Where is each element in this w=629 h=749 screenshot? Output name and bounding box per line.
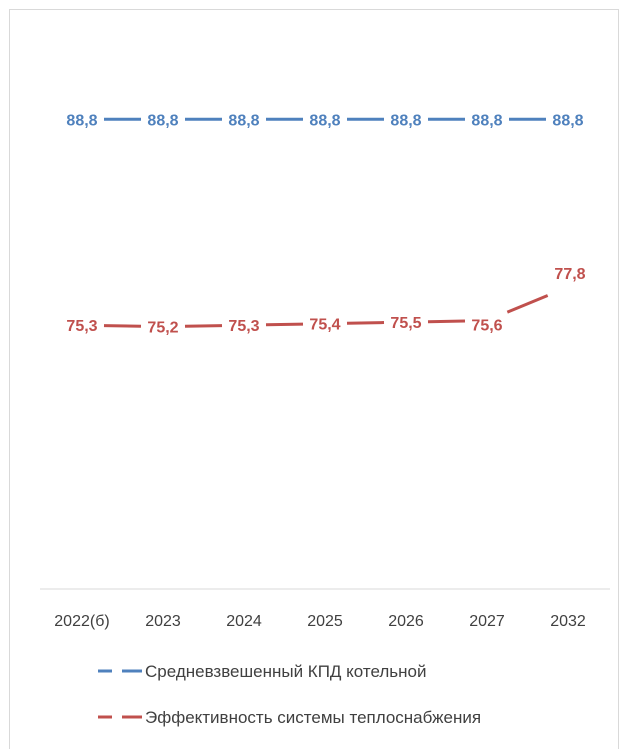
x-tick-label: 2024 (226, 613, 262, 630)
data-label: 88,8 (552, 112, 583, 129)
data-label: 88,8 (66, 112, 97, 129)
legend-entry-1: Средневзвешенный КПД котельной (98, 662, 426, 681)
legend-label: Эффективность системы теплоснабжения (145, 708, 481, 727)
data-label: 75,3 (66, 318, 97, 335)
data-label: 88,8 (228, 112, 259, 129)
legend: Средневзвешенный КПД котельной Эффективно… (98, 662, 481, 727)
series-1: 88,8 88,8 88,8 88,8 88,8 88,8 88,8 (66, 112, 583, 129)
series-layer: 88,8 88,8 88,8 88,8 88,8 88,8 88,875,3 75,2 75,3… (66, 112, 585, 336)
chart-area (9, 9, 619, 749)
x-tick-label: 2023 (145, 613, 181, 630)
x-tick-label: 2032 (550, 613, 586, 630)
series-2-segment (346, 321, 385, 325)
x-tick-label: 2022(б) (54, 613, 109, 630)
x-tick-label: 2025 (307, 613, 343, 630)
data-label: 75,5 (390, 315, 421, 332)
x-axis-ticks: 2022(б) 2023 2024 2025 2026 2027 2032 (54, 613, 586, 630)
series-2-segment (265, 322, 304, 327)
x-tick-label: 2027 (469, 613, 505, 630)
data-label: 77,8 (554, 266, 585, 283)
data-label: 88,8 (309, 112, 340, 129)
x-tick-label: 2026 (388, 613, 424, 630)
series-2-segment (427, 319, 466, 324)
data-label: 75,6 (471, 318, 502, 335)
data-label: 75,3 (228, 318, 259, 335)
legend-label: Средневзвешенный КПД котельной (145, 662, 426, 681)
series-2: 75,3 75,2 75,3 75,4 75,5 75,6 77,8 (66, 266, 585, 337)
series-2-segment (184, 324, 223, 328)
data-label: 75,2 (147, 320, 178, 337)
data-label: 88,8 (390, 112, 421, 129)
data-label: 75,4 (309, 317, 340, 334)
data-label: 88,8 (147, 112, 178, 129)
series-2-segment (103, 324, 142, 328)
series-2-segment (506, 294, 549, 314)
legend-entry-2: Эффективность системы теплоснабжения (98, 708, 481, 727)
data-label: 88,8 (471, 112, 502, 129)
